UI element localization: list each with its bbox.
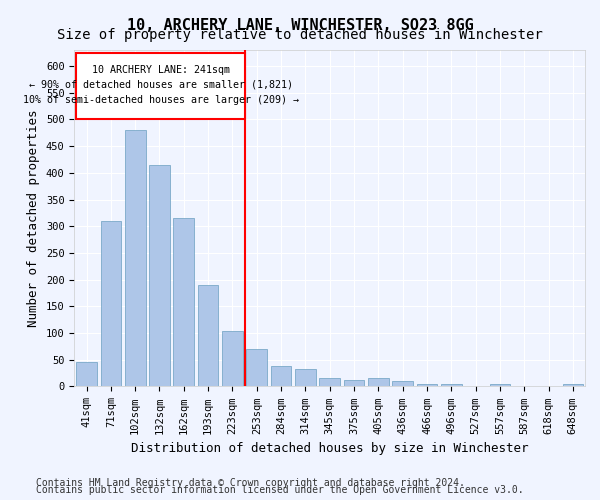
Bar <box>247 349 267 387</box>
Bar <box>416 384 437 386</box>
Y-axis label: Number of detached properties: Number of detached properties <box>28 110 40 327</box>
Text: 10, ARCHERY LANE, WINCHESTER, SO23 8GG: 10, ARCHERY LANE, WINCHESTER, SO23 8GG <box>127 18 473 32</box>
Text: Size of property relative to detached houses in Winchester: Size of property relative to detached ho… <box>57 28 543 42</box>
Text: 10 ARCHERY LANE: 241sqm
← 90% of detached houses are smaller (1,821)
10% of semi: 10 ARCHERY LANE: 241sqm ← 90% of detache… <box>23 65 299 105</box>
Bar <box>319 378 340 386</box>
Bar <box>198 285 218 386</box>
FancyBboxPatch shape <box>76 52 245 120</box>
Bar <box>563 384 583 386</box>
Bar <box>149 165 170 386</box>
Bar <box>392 381 413 386</box>
Bar <box>295 370 316 386</box>
Bar <box>490 384 510 386</box>
X-axis label: Distribution of detached houses by size in Winchester: Distribution of detached houses by size … <box>131 442 529 455</box>
Bar <box>173 218 194 386</box>
Bar <box>101 221 121 386</box>
Bar <box>76 362 97 386</box>
Bar <box>441 384 461 386</box>
Bar <box>125 130 146 386</box>
Text: Contains HM Land Registry data © Crown copyright and database right 2024.: Contains HM Land Registry data © Crown c… <box>36 478 465 488</box>
Text: Contains public sector information licensed under the Open Government Licence v3: Contains public sector information licen… <box>36 485 524 495</box>
Bar <box>344 380 364 386</box>
Bar <box>271 366 292 386</box>
Bar <box>222 332 243 386</box>
Bar <box>368 378 389 386</box>
